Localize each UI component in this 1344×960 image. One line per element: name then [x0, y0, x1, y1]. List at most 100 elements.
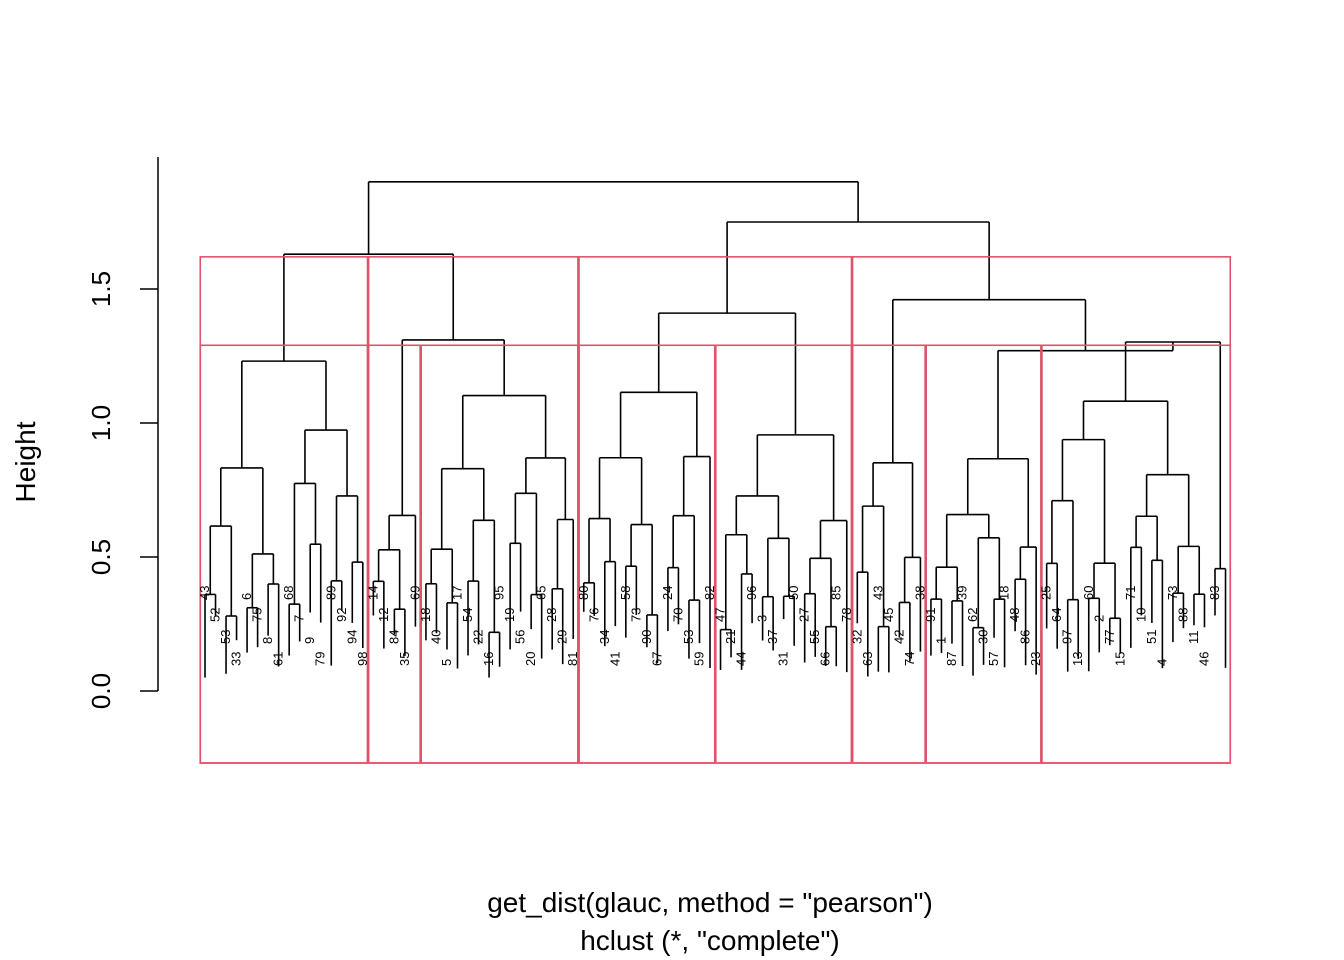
leaf-label: 46: [1196, 652, 1211, 666]
leaf-label: 10: [1133, 608, 1148, 622]
leaf-label: 63: [860, 652, 875, 666]
leaf-label: 43: [197, 586, 212, 600]
leaf-label: 94: [344, 630, 359, 644]
cluster-rect: [851, 344, 926, 764]
cluster-rect: [925, 344, 1042, 764]
leaf-label: 43: [870, 586, 885, 600]
leaf-label: 69: [407, 586, 422, 600]
leaf-label: 66: [818, 652, 833, 666]
leaf-label: 78: [839, 608, 854, 622]
leaf-label: 96: [744, 586, 759, 600]
leaf-label: 70: [670, 608, 685, 622]
cluster-rect: [420, 344, 579, 764]
leaf-label: 8: [260, 637, 275, 644]
dendrogram-tree: [204, 181, 1227, 678]
leaf-label: 65: [534, 586, 549, 600]
leaf-label: 14: [365, 586, 380, 600]
leaf-label: 64: [1049, 608, 1064, 622]
leaf-label: 67: [649, 652, 664, 666]
leaf-label: 75: [250, 608, 265, 622]
leaf-label: 53: [218, 630, 233, 644]
leaf-label: 44: [734, 652, 749, 666]
leaf-label: 40: [428, 630, 443, 644]
leaf-label: 52: [208, 608, 223, 622]
leaf-label: 22: [471, 630, 486, 644]
leaf-label: 2: [1091, 615, 1106, 622]
leaf-labels: 4352533367586168797989929498141284356918…: [197, 586, 1222, 666]
leaf-label: 50: [786, 586, 801, 600]
leaf-label: 1: [933, 637, 948, 644]
leaf-label: 21: [723, 630, 738, 644]
cluster-rect: [578, 344, 716, 764]
leaf-label: 18: [418, 608, 433, 622]
leaf-label: 3: [755, 615, 770, 622]
leaf-label: 13: [1070, 652, 1085, 666]
leaf-label: 33: [229, 652, 244, 666]
leaf-label: 62: [965, 608, 980, 622]
leaf-label: 39: [955, 586, 970, 600]
leaf-label: 88: [1175, 608, 1190, 622]
leaf-label: 25: [1039, 586, 1054, 600]
leaf-label: 51: [1144, 630, 1159, 644]
y-axis: 0.0 0.5 1.0 1.5: [86, 157, 159, 709]
leaf-label: 73: [628, 608, 643, 622]
leaf-label: 61: [271, 652, 286, 666]
leaf-label: 82: [702, 586, 717, 600]
leaf-label: 97: [1060, 630, 1075, 644]
leaf-label: 42: [891, 630, 906, 644]
y-tick-label: 1.5: [86, 271, 116, 307]
leaf-label: 16: [481, 652, 496, 666]
leaf-label: 86: [1018, 630, 1033, 644]
leaf-label: 53: [681, 630, 696, 644]
leaf-label: 11: [1186, 631, 1201, 645]
leaf-label: 47: [713, 608, 728, 622]
leaf-label: 57: [986, 652, 1001, 666]
cluster-rect: [367, 344, 421, 764]
leaf-label: 91: [923, 608, 938, 622]
cluster-rect: [714, 344, 853, 764]
x-axis-label: get_dist(glauc, method = "pearson"): [487, 887, 933, 918]
leaf-label: 80: [576, 586, 591, 600]
leaf-label: 95: [492, 586, 507, 600]
leaf-label: 58: [618, 586, 633, 600]
leaf-label: 18: [997, 586, 1012, 600]
leaf-label: 29: [555, 630, 570, 644]
leaf-label: 30: [976, 630, 991, 644]
leaf-label: 19: [502, 608, 517, 622]
leaf-label: 84: [386, 630, 401, 644]
y-tick-label: 1.0: [86, 405, 116, 441]
leaf-label: 37: [765, 630, 780, 644]
leaf-label: 98: [355, 652, 370, 666]
leaf-label: 31: [776, 652, 791, 666]
leaf-label: 54: [460, 608, 475, 622]
leaf-label: 89: [323, 586, 338, 600]
y-tick-label: 0.0: [86, 673, 116, 709]
subtitle-label: hclust (*, "complete"): [580, 925, 840, 956]
leaf-label: 45: [881, 608, 896, 622]
leaf-label: 4: [1154, 659, 1169, 666]
leaf-label: 68: [281, 586, 296, 600]
leaf-label: 59: [691, 652, 706, 666]
leaf-label: 12: [376, 608, 391, 622]
leaf-label: 76: [586, 608, 601, 622]
leaf-label: 34: [597, 630, 612, 644]
leaf-label: 24: [660, 586, 675, 600]
leaf-label: 27: [797, 608, 812, 622]
leaf-label: 85: [828, 586, 843, 600]
leaf-label: 71: [1123, 586, 1138, 600]
leaf-label: 35: [397, 652, 412, 666]
cluster-rectangles: [199, 256, 1232, 764]
cluster-rect: [1041, 344, 1232, 764]
leaf-label: 55: [807, 630, 822, 644]
cluster-rect: [199, 344, 369, 764]
leaf-label: 32: [849, 630, 864, 644]
leaf-label: 41: [607, 652, 622, 666]
cluster-rect: [367, 256, 579, 764]
leaf-label: 83: [1207, 586, 1222, 600]
leaf-label: 73: [1165, 586, 1180, 600]
leaf-label: 28: [544, 608, 559, 622]
leaf-label: 79: [313, 652, 328, 666]
leaf-label: 90: [639, 630, 654, 644]
y-axis-label: Height: [10, 421, 41, 502]
